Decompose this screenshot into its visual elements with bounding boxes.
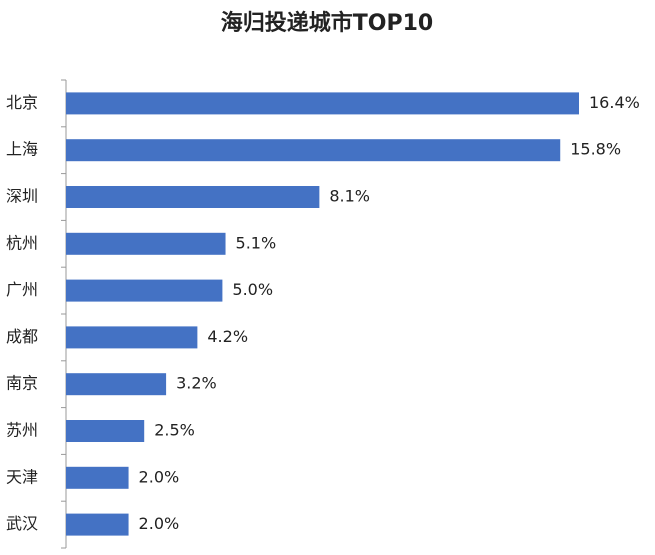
bar — [66, 232, 226, 255]
bar — [66, 279, 223, 302]
y-tick-label: 武汉 — [6, 514, 38, 533]
data-label: 3.2% — [176, 374, 217, 393]
y-tick-label: 深圳 — [6, 187, 38, 206]
bar — [66, 420, 145, 442]
y-tick-label: 南京 — [6, 374, 38, 393]
bar — [66, 373, 167, 396]
data-label: 5.0% — [232, 280, 273, 299]
y-tick-label: 成都 — [6, 327, 38, 346]
data-label: 2.0% — [139, 514, 180, 533]
y-tick-label: 天津 — [6, 467, 38, 486]
data-label: 4.2% — [207, 327, 248, 346]
bar — [66, 92, 579, 115]
bar — [66, 326, 198, 349]
data-label: 8.1% — [329, 187, 370, 206]
bar — [66, 466, 129, 489]
y-tick-label: 苏州 — [6, 421, 38, 440]
bar — [66, 139, 561, 162]
data-label: 15.8% — [570, 140, 621, 159]
data-label: 16.4% — [589, 93, 640, 112]
data-label: 5.1% — [236, 233, 277, 252]
y-tick-label: 广州 — [6, 280, 38, 299]
chart-title: 海归投递城市TOP10 — [221, 10, 433, 36]
bar — [66, 186, 320, 208]
y-tick-label: 杭州 — [6, 233, 38, 252]
y-tick-label: 上海 — [6, 140, 38, 159]
data-label: 2.0% — [139, 467, 180, 486]
y-tick-label: 北京 — [6, 93, 38, 112]
data-label: 2.5% — [154, 421, 195, 440]
bar — [66, 513, 129, 536]
